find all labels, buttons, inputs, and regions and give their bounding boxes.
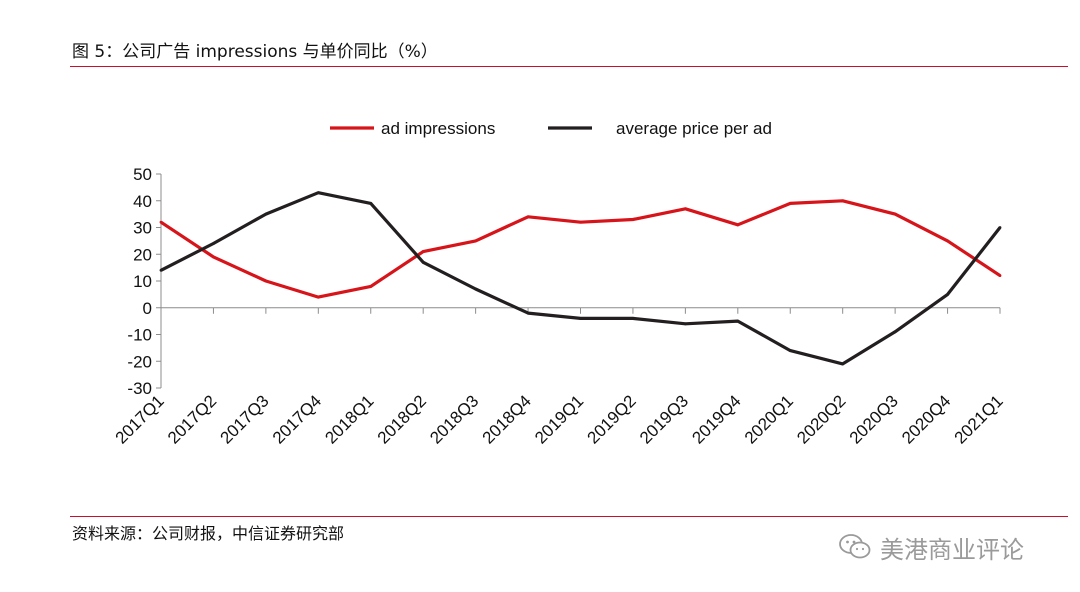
legend-label-ad-impressions: ad impressions <box>381 119 495 138</box>
data-point <box>316 295 320 299</box>
data-point <box>474 239 478 243</box>
data-point <box>893 330 897 334</box>
data-point <box>159 268 163 272</box>
x-tick-label: 2018Q4 <box>479 391 535 447</box>
data-point <box>998 226 1002 229</box>
x-tick-label: 2018Q3 <box>426 391 482 447</box>
x-tick-label: 2020Q1 <box>741 391 797 447</box>
figure-title: 图 5：公司广告 impressions 与单价同比（%） <box>72 42 438 62</box>
data-point <box>316 191 320 195</box>
data-point <box>421 250 425 253</box>
data-point <box>683 322 687 326</box>
x-tick-label: 2019Q1 <box>531 391 587 447</box>
x-tick-label: 2019Q3 <box>636 391 692 447</box>
y-tick-label: 10 <box>133 272 152 291</box>
data-point <box>631 218 635 221</box>
data-point <box>946 239 949 243</box>
watermark: 美港商业评论 <box>838 530 1024 564</box>
legend: ad impressions average price per ad <box>330 119 772 138</box>
title-divider <box>70 66 1068 67</box>
source-note: 资料来源：公司财报，中信证券研究部 <box>72 524 345 543</box>
data-point <box>421 260 425 264</box>
data-point <box>264 279 268 283</box>
data-point <box>841 362 845 366</box>
x-tick-label: 2020Q2 <box>793 391 849 447</box>
average-price-line <box>160 191 1002 366</box>
legend-label-average-price: average price per ad <box>616 119 772 138</box>
x-tick-label: 2018Q1 <box>321 391 377 447</box>
data-point <box>526 215 530 219</box>
x-tick-label: 2017Q4 <box>269 391 325 447</box>
x-tick-label: 2017Q2 <box>164 391 220 447</box>
data-point <box>631 317 635 320</box>
data-point <box>474 287 478 291</box>
y-tick-label: 30 <box>133 219 152 238</box>
data-point <box>946 292 949 296</box>
data-point <box>736 319 740 323</box>
data-point <box>998 274 1002 278</box>
x-tick-label: 2019Q4 <box>688 391 744 447</box>
data-point <box>788 349 792 352</box>
watermark-text: 美港商业评论 <box>880 535 1024 564</box>
x-tick-label: 2020Q4 <box>898 391 954 447</box>
x-tick-label: 2020Q3 <box>846 391 902 447</box>
data-point <box>212 242 215 245</box>
x-tick-label: 2017Q1 <box>112 391 168 447</box>
data-point <box>893 212 897 216</box>
y-tick-label: 0 <box>143 299 152 318</box>
y-tick-label: 40 <box>133 192 152 211</box>
wechat-icon <box>839 534 871 559</box>
y-tick-label: -30 <box>127 379 152 398</box>
data-point <box>369 284 373 288</box>
data-point <box>264 212 268 216</box>
data-point <box>159 220 163 224</box>
data-point <box>526 311 530 315</box>
source-divider <box>70 516 1068 517</box>
ad-impressions-line <box>160 199 1001 299</box>
data-point <box>579 317 582 320</box>
data-point <box>736 223 740 227</box>
x-tick-label: 2017Q3 <box>216 391 272 447</box>
data-point <box>369 202 373 205</box>
y-tick-label: 50 <box>133 165 152 184</box>
series-lines <box>159 191 1002 366</box>
y-tick-label: -10 <box>127 326 152 345</box>
y-tick-label: 20 <box>133 245 152 264</box>
x-tick-label: 2021Q1 <box>951 391 1007 447</box>
data-point <box>841 199 845 203</box>
x-tick-label: 2019Q2 <box>584 391 640 447</box>
data-point <box>212 255 215 259</box>
data-point <box>579 220 582 224</box>
data-point <box>683 207 687 211</box>
data-point <box>788 202 792 205</box>
x-tick-label: 2018Q2 <box>374 391 430 447</box>
y-tick-label: -20 <box>127 352 152 371</box>
